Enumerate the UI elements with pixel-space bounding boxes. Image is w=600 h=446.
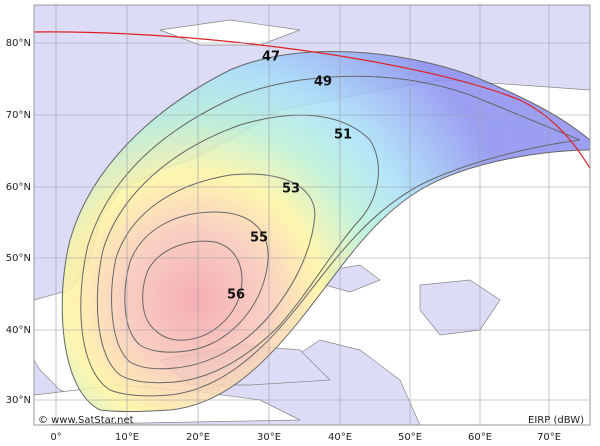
map-frame: 47 49 51 53 55 56 xyxy=(34,5,590,425)
contour-label: 56 xyxy=(227,288,245,303)
latitude-label: 30°N xyxy=(6,395,31,406)
contour-label: 51 xyxy=(334,128,352,143)
unit-label: EIRP (dBW) xyxy=(528,415,584,426)
contour-line xyxy=(96,114,379,384)
longitude-label: 50°E xyxy=(398,432,422,443)
longitude-label: 60°E xyxy=(468,432,492,443)
latitude-label: 40°N xyxy=(6,325,31,336)
contour-line xyxy=(142,240,243,341)
graticule xyxy=(34,5,590,425)
contour-label: 55 xyxy=(250,231,268,246)
latitude-label: 70°N xyxy=(6,110,31,121)
longitude-label: 70°E xyxy=(537,432,561,443)
contour-line xyxy=(80,75,581,397)
longitude-label: 40°E xyxy=(328,432,352,443)
footprint xyxy=(61,51,590,412)
contour-label: 49 xyxy=(314,75,332,90)
credit: © www.SatStar.net xyxy=(38,415,134,426)
latitude-label: 50°N xyxy=(6,253,31,264)
latitude-label: 80°N xyxy=(6,38,31,49)
contour-labels: 47 49 51 53 55 56 xyxy=(227,50,352,303)
longitude-label: 20°E xyxy=(186,432,210,443)
longitude-label: 10°E xyxy=(115,432,139,443)
contour-label: 53 xyxy=(282,182,300,197)
latitude-label: 60°N xyxy=(6,182,31,193)
contour-label: 47 xyxy=(262,50,280,65)
contour-line xyxy=(124,211,269,353)
longitude-label: 30°E xyxy=(257,432,281,443)
map-border xyxy=(33,4,591,426)
visibility-arc xyxy=(34,31,590,170)
longitude-label: 0° xyxy=(50,432,61,443)
